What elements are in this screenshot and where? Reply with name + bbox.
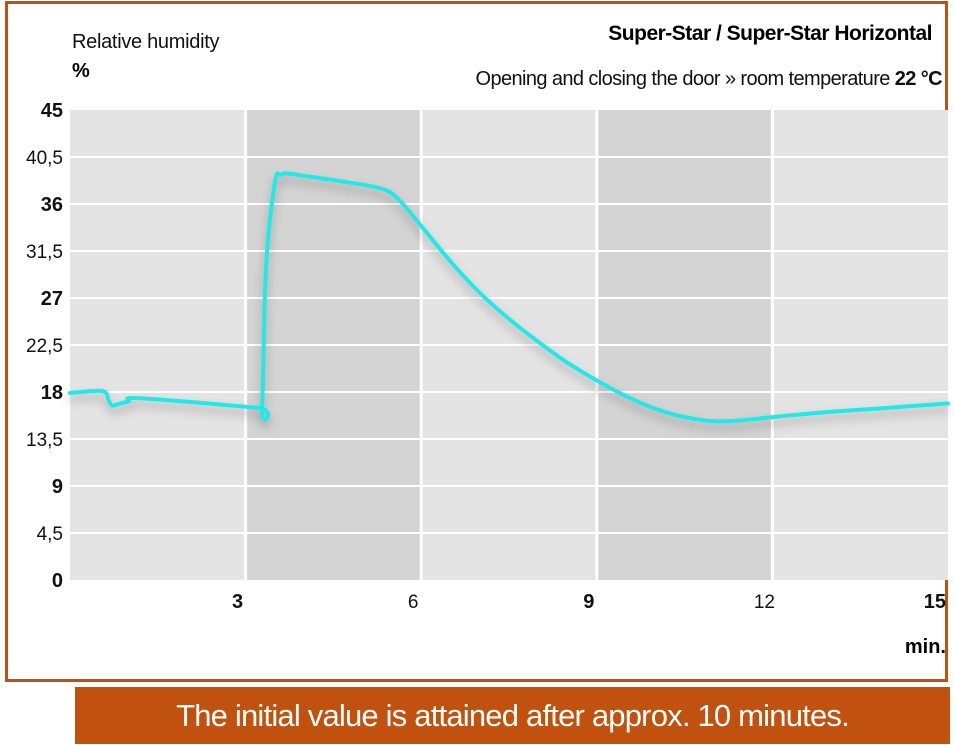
- x-tick-label: 3: [232, 591, 243, 613]
- y-tick-label: 9: [52, 476, 63, 498]
- y-axis-label: Relative humidity: [72, 31, 220, 53]
- chart-subtitle-text: Opening and closing the door » room temp…: [475, 68, 890, 90]
- y-tick-label: 0: [52, 570, 63, 592]
- x-axis-unit: min.: [904, 636, 946, 658]
- y-tick-label: 36: [41, 194, 63, 216]
- chart-subtitle: Opening and closing the door » room temp…: [475, 68, 942, 91]
- y-tick-label: 13,5: [26, 430, 63, 451]
- footer-note: The initial value is attained after appr…: [75, 687, 950, 744]
- chart-title: Super-Star / Super-Star Horizontal: [608, 22, 932, 45]
- y-tick-label: 45: [41, 100, 63, 122]
- room-temperature-value: 22 °C: [894, 68, 943, 90]
- x-tick-label: 15: [924, 591, 946, 613]
- y-tick-label: 27: [41, 288, 63, 310]
- x-tick-label: 12: [754, 592, 775, 613]
- x-tick-label: 9: [583, 591, 594, 613]
- y-tick-label: 18: [41, 382, 63, 404]
- series-line-0: [68, 171, 950, 424]
- y-tick-label: 4,5: [37, 524, 63, 545]
- y-tick-label: 22,5: [26, 336, 63, 357]
- y-tick-label: 40,5: [26, 148, 63, 169]
- x-tick-label: 6: [408, 592, 419, 613]
- y-axis-unit: %: [72, 60, 90, 82]
- y-tick-label: 31,5: [26, 242, 63, 263]
